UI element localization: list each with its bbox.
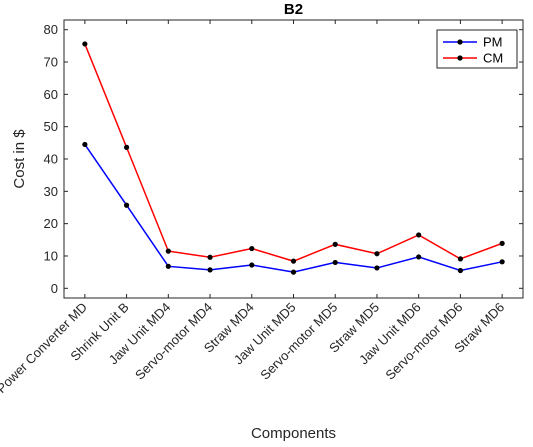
data-point-pm [290, 269, 297, 275]
data-point-cm [332, 241, 338, 247]
legend-marker [457, 39, 463, 45]
data-point-cm [123, 144, 130, 150]
data-point-cm [457, 256, 464, 262]
data-point-pm [374, 265, 380, 271]
data-point-cm [249, 245, 255, 252]
y-tick-label: 10 [44, 248, 58, 263]
y-tick-label: 20 [44, 216, 58, 231]
y-tick-label: 30 [44, 184, 58, 199]
legend-label: PM [483, 35, 503, 50]
data-point-pm [165, 263, 171, 269]
data-point-cm [165, 248, 171, 254]
data-point-pm [207, 267, 213, 273]
data-point-pm [499, 259, 505, 265]
data-point-pm [457, 267, 464, 274]
x-tick-label: Servo-motor MD6 [382, 300, 465, 383]
legend-label: CM [483, 51, 503, 66]
legend-item-cm: CM [443, 51, 503, 66]
data-point-cm [374, 251, 380, 257]
series-layer [82, 41, 505, 275]
data-point-cm [207, 254, 213, 260]
x-axis-title: Components [251, 425, 336, 442]
y-tick-label: 80 [44, 22, 58, 37]
y-axis-title: Cost in $ [11, 129, 28, 189]
data-point-cm [290, 258, 297, 264]
data-point-cm [499, 240, 505, 246]
series-cm [82, 41, 505, 264]
y-axis: 0 10 20 30 40 50 60 70 80 [44, 22, 523, 296]
x-tick-label: Servo-motor MD4 [132, 300, 215, 383]
data-point-pm [332, 259, 338, 266]
legend-item-pm: PM [443, 35, 503, 50]
data-point-pm [416, 254, 422, 260]
data-point-pm [123, 202, 130, 208]
legend-marker [457, 55, 463, 61]
data-point-pm [249, 262, 255, 268]
data-point-cm [82, 41, 88, 47]
y-tick-label: 40 [44, 152, 58, 167]
y-tick-label: 60 [44, 87, 58, 102]
y-tick-label: 0 [51, 281, 58, 296]
data-point-cm [416, 232, 422, 238]
y-tick-label: 50 [44, 119, 58, 134]
y-tick-label: 70 [44, 55, 58, 70]
chart-title: B2 [284, 1, 303, 18]
data-point-pm [82, 141, 88, 148]
series-pm [82, 141, 505, 275]
x-tick-label: Servo-motor MD5 [257, 300, 340, 383]
legend-box [436, 29, 518, 69]
